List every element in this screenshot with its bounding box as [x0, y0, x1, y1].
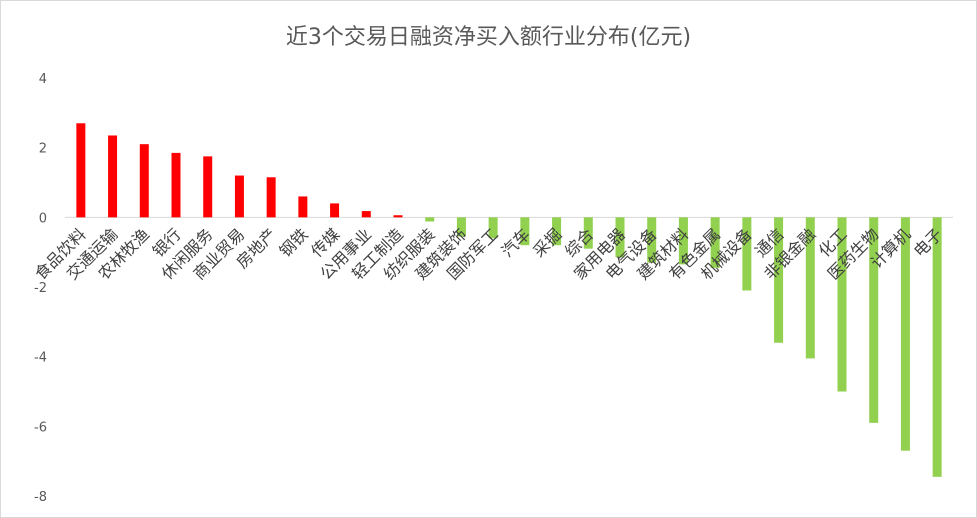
bar [393, 215, 403, 218]
y-tick-label: -2 [34, 281, 47, 296]
y-tick-label: -6 [34, 420, 47, 435]
y-tick-label: 4 [39, 72, 47, 87]
bar [234, 175, 244, 218]
bar [647, 217, 657, 263]
bars [76, 123, 942, 477]
bar [76, 123, 86, 218]
category-label: 钢铁 [276, 225, 312, 261]
bar [900, 217, 910, 451]
bar [742, 217, 752, 291]
bar [774, 217, 784, 343]
bar [361, 211, 371, 218]
y-tick-label: 2 [39, 142, 47, 157]
bar [425, 217, 435, 222]
y-axis-ticks: 4 2 0 -2 -4 -6 -8 [34, 72, 47, 505]
bar [330, 203, 340, 218]
bar [805, 217, 815, 359]
chart-title: 近3个交易日融资净买入额行业分布(亿元) [285, 25, 692, 50]
bar [615, 217, 625, 258]
bar [552, 217, 562, 246]
bar [869, 217, 879, 423]
bar [583, 217, 593, 249]
y-tick-label: -8 [34, 490, 47, 505]
bar [203, 156, 213, 218]
bar [139, 144, 149, 218]
bar [932, 217, 942, 477]
bar [171, 152, 181, 218]
y-tick-label: -4 [34, 351, 47, 366]
bar [298, 196, 308, 218]
bar [678, 217, 688, 265]
bar [266, 177, 276, 218]
bar [710, 217, 720, 268]
y-tick-label: 0 [39, 211, 47, 226]
bar [488, 217, 498, 239]
bar [837, 217, 847, 392]
bar [520, 217, 530, 246]
bar [456, 217, 466, 237]
bar [108, 135, 118, 218]
